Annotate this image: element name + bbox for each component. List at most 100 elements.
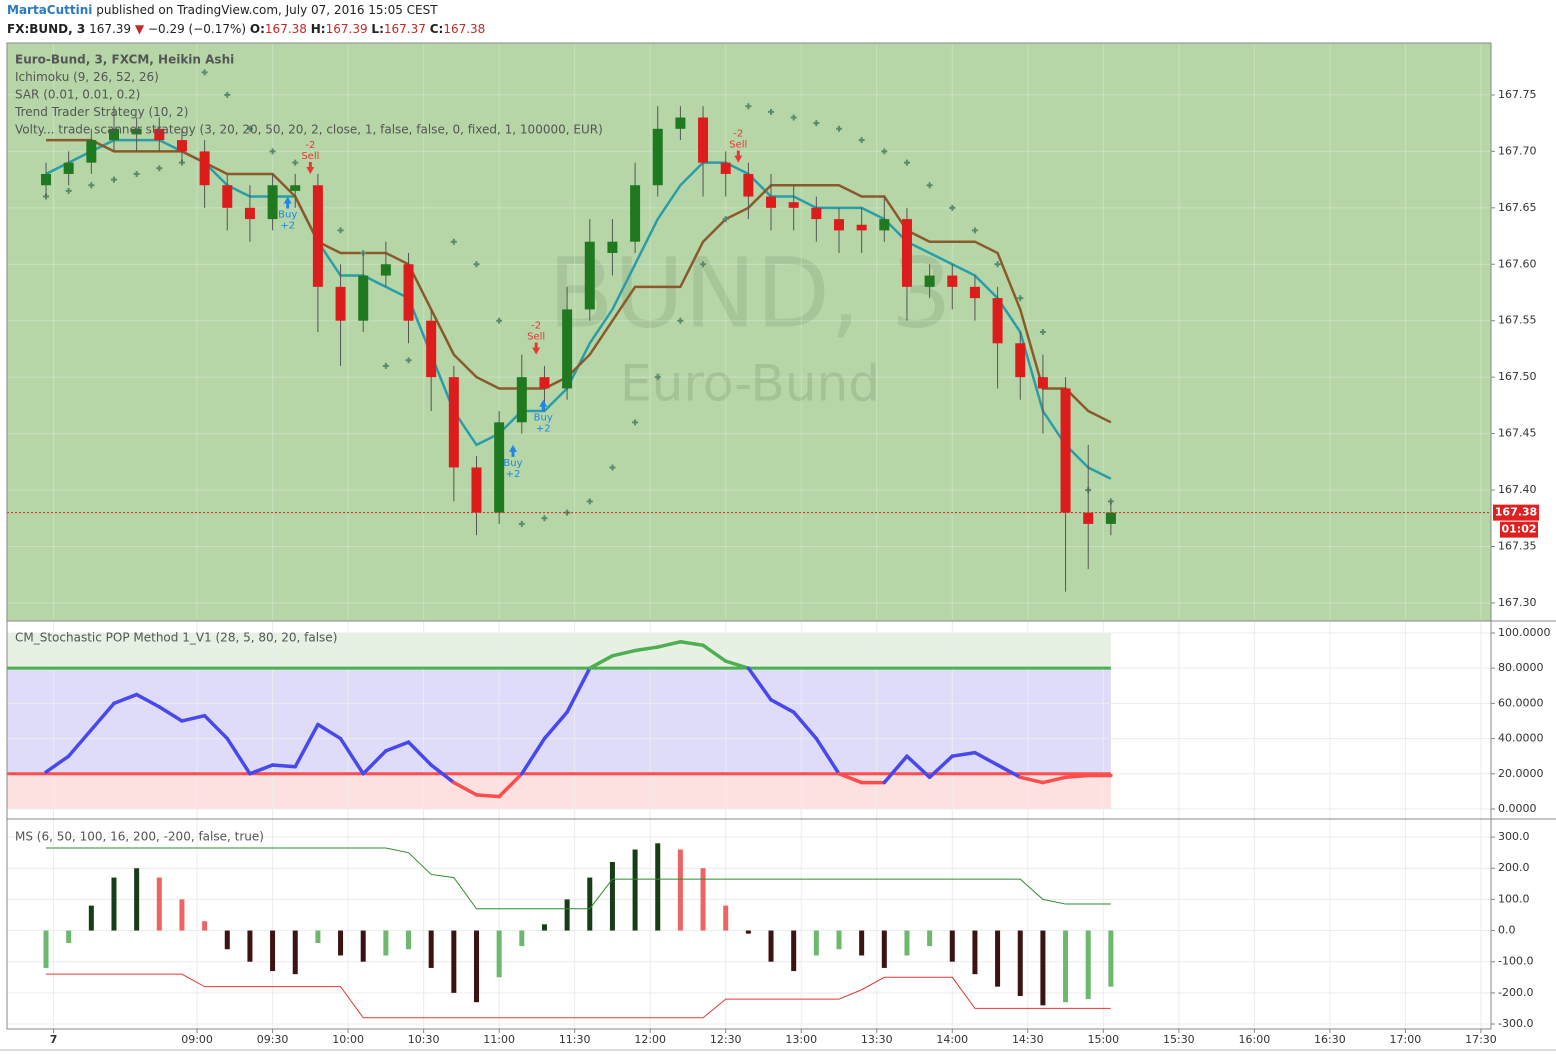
- sar-point: [609, 464, 616, 471]
- legend-entry: SAR (0.01, 0.01, 0.2): [15, 88, 140, 102]
- stochastic-segment: [655, 640, 683, 649]
- candle-body: [312, 185, 323, 287]
- legend-entry: Euro-Bund, 3, FXCM, Heikin Ashi: [15, 53, 234, 67]
- x-tick-label: 13:30: [861, 1033, 893, 1046]
- stochastic-segment: [1063, 773, 1090, 780]
- candle-body: [856, 224, 867, 231]
- x-tick-label: 11:00: [483, 1033, 515, 1046]
- y-tick-label: -100.0: [1498, 955, 1533, 968]
- candle-body: [267, 185, 278, 220]
- stochastic-segment: [791, 710, 819, 741]
- signal-side: Buy: [278, 210, 297, 221]
- x-tick-label: 16:30: [1314, 1033, 1346, 1046]
- candle-body: [879, 219, 890, 231]
- stochastic-segment: [973, 750, 1000, 767]
- signal-side: Sell: [301, 151, 319, 162]
- stochastic-segment: [905, 754, 932, 780]
- sar-point: [133, 170, 140, 177]
- signal-side: Buy: [534, 413, 553, 424]
- sar-point: [405, 357, 412, 364]
- histogram-bar: [247, 930, 253, 962]
- candle-body: [222, 185, 233, 208]
- y-tick-label: 200.0: [1498, 861, 1530, 874]
- x-tick-label: 15:30: [1163, 1033, 1195, 1046]
- signal-side: Sell: [729, 140, 747, 151]
- symbol: FX:BUND, 3: [7, 22, 85, 36]
- stochastic-segment: [202, 713, 230, 741]
- histogram-bar: [564, 899, 570, 931]
- overbought-band: [7, 632, 1111, 669]
- histogram-bar: [949, 930, 955, 962]
- signal-arrow: [734, 150, 743, 163]
- candle-body: [154, 128, 165, 141]
- candle-body: [607, 241, 618, 253]
- stochastic-segment: [882, 754, 909, 785]
- y-tick-label: -300.0: [1498, 1017, 1533, 1030]
- sar-point: [903, 159, 910, 166]
- y-tick-label: 40.0000: [1498, 732, 1544, 745]
- histogram-bar: [270, 930, 276, 972]
- author[interactable]: MartaCuttini: [7, 3, 92, 17]
- histogram-bar: [383, 930, 389, 956]
- histogram-bar: [632, 849, 638, 931]
- histogram-bar: [700, 868, 706, 931]
- histogram-bar: [655, 843, 661, 931]
- signal-arrow: [532, 342, 541, 355]
- threshold-line: [46, 847, 1111, 910]
- sar-point: [88, 182, 95, 189]
- sar-point: [632, 419, 639, 426]
- y-tick-label: 167.40: [1498, 483, 1537, 496]
- histogram-bar: [813, 930, 819, 956]
- stochastic-segment: [338, 736, 365, 776]
- strategy-background: [7, 43, 1491, 621]
- ohlc-value: 167.39: [326, 22, 368, 36]
- histogram-bar: [995, 930, 1001, 987]
- x-tick-label: 10:00: [332, 1033, 364, 1046]
- stochastic-segment: [66, 728, 94, 758]
- histogram-bar: [134, 868, 140, 931]
- stochastic-segment: [723, 659, 751, 670]
- sar-point: [337, 227, 344, 234]
- sar-point: [858, 137, 865, 144]
- histogram-bar: [428, 930, 434, 968]
- histogram-bar: [1040, 930, 1046, 1006]
- candle-body: [947, 275, 958, 287]
- sar-point: [768, 108, 775, 115]
- candle-body: [403, 264, 414, 321]
- histogram-bar: [904, 930, 910, 956]
- candle-body: [969, 286, 980, 299]
- arrow: ▼: [135, 22, 145, 36]
- histogram-bar: [972, 930, 978, 975]
- sar-point: [994, 261, 1001, 268]
- candle-body: [539, 377, 550, 389]
- stochastic-segment: [384, 740, 411, 753]
- y-tick-label: 300.0: [1498, 830, 1530, 843]
- candle-body: [1015, 343, 1026, 378]
- stochastic-segment: [565, 666, 592, 714]
- y-tick-label: -200.0: [1498, 986, 1533, 999]
- signal-qty: -2: [733, 129, 743, 140]
- candle-body: [562, 309, 573, 389]
- countdown-box: [1500, 521, 1538, 538]
- x-tick-label: 13:00: [785, 1033, 817, 1046]
- last-price-label: 167.38: [1495, 506, 1537, 519]
- x-tick-label: 14:30: [1012, 1033, 1044, 1046]
- y-tick-label: 0.0000: [1498, 802, 1537, 815]
- y-tick-label: 60.0000: [1498, 696, 1544, 709]
- candle-body: [743, 173, 754, 197]
- candle-body: [244, 207, 255, 220]
- ohlc-key: H:: [311, 22, 326, 36]
- candle-body: [471, 467, 482, 513]
- histogram-bar: [1108, 930, 1114, 987]
- histogram-bar: [609, 861, 615, 931]
- candle-body: [924, 275, 935, 287]
- histogram-bar: [1063, 930, 1069, 1003]
- candle-body: [698, 117, 709, 163]
- histogram-bar: [541, 924, 547, 931]
- candle-body: [992, 298, 1003, 344]
- sar-point: [1017, 295, 1024, 302]
- stochastic-segment: [1041, 775, 1068, 785]
- candle-body: [1060, 388, 1071, 513]
- sar-point: [677, 317, 684, 324]
